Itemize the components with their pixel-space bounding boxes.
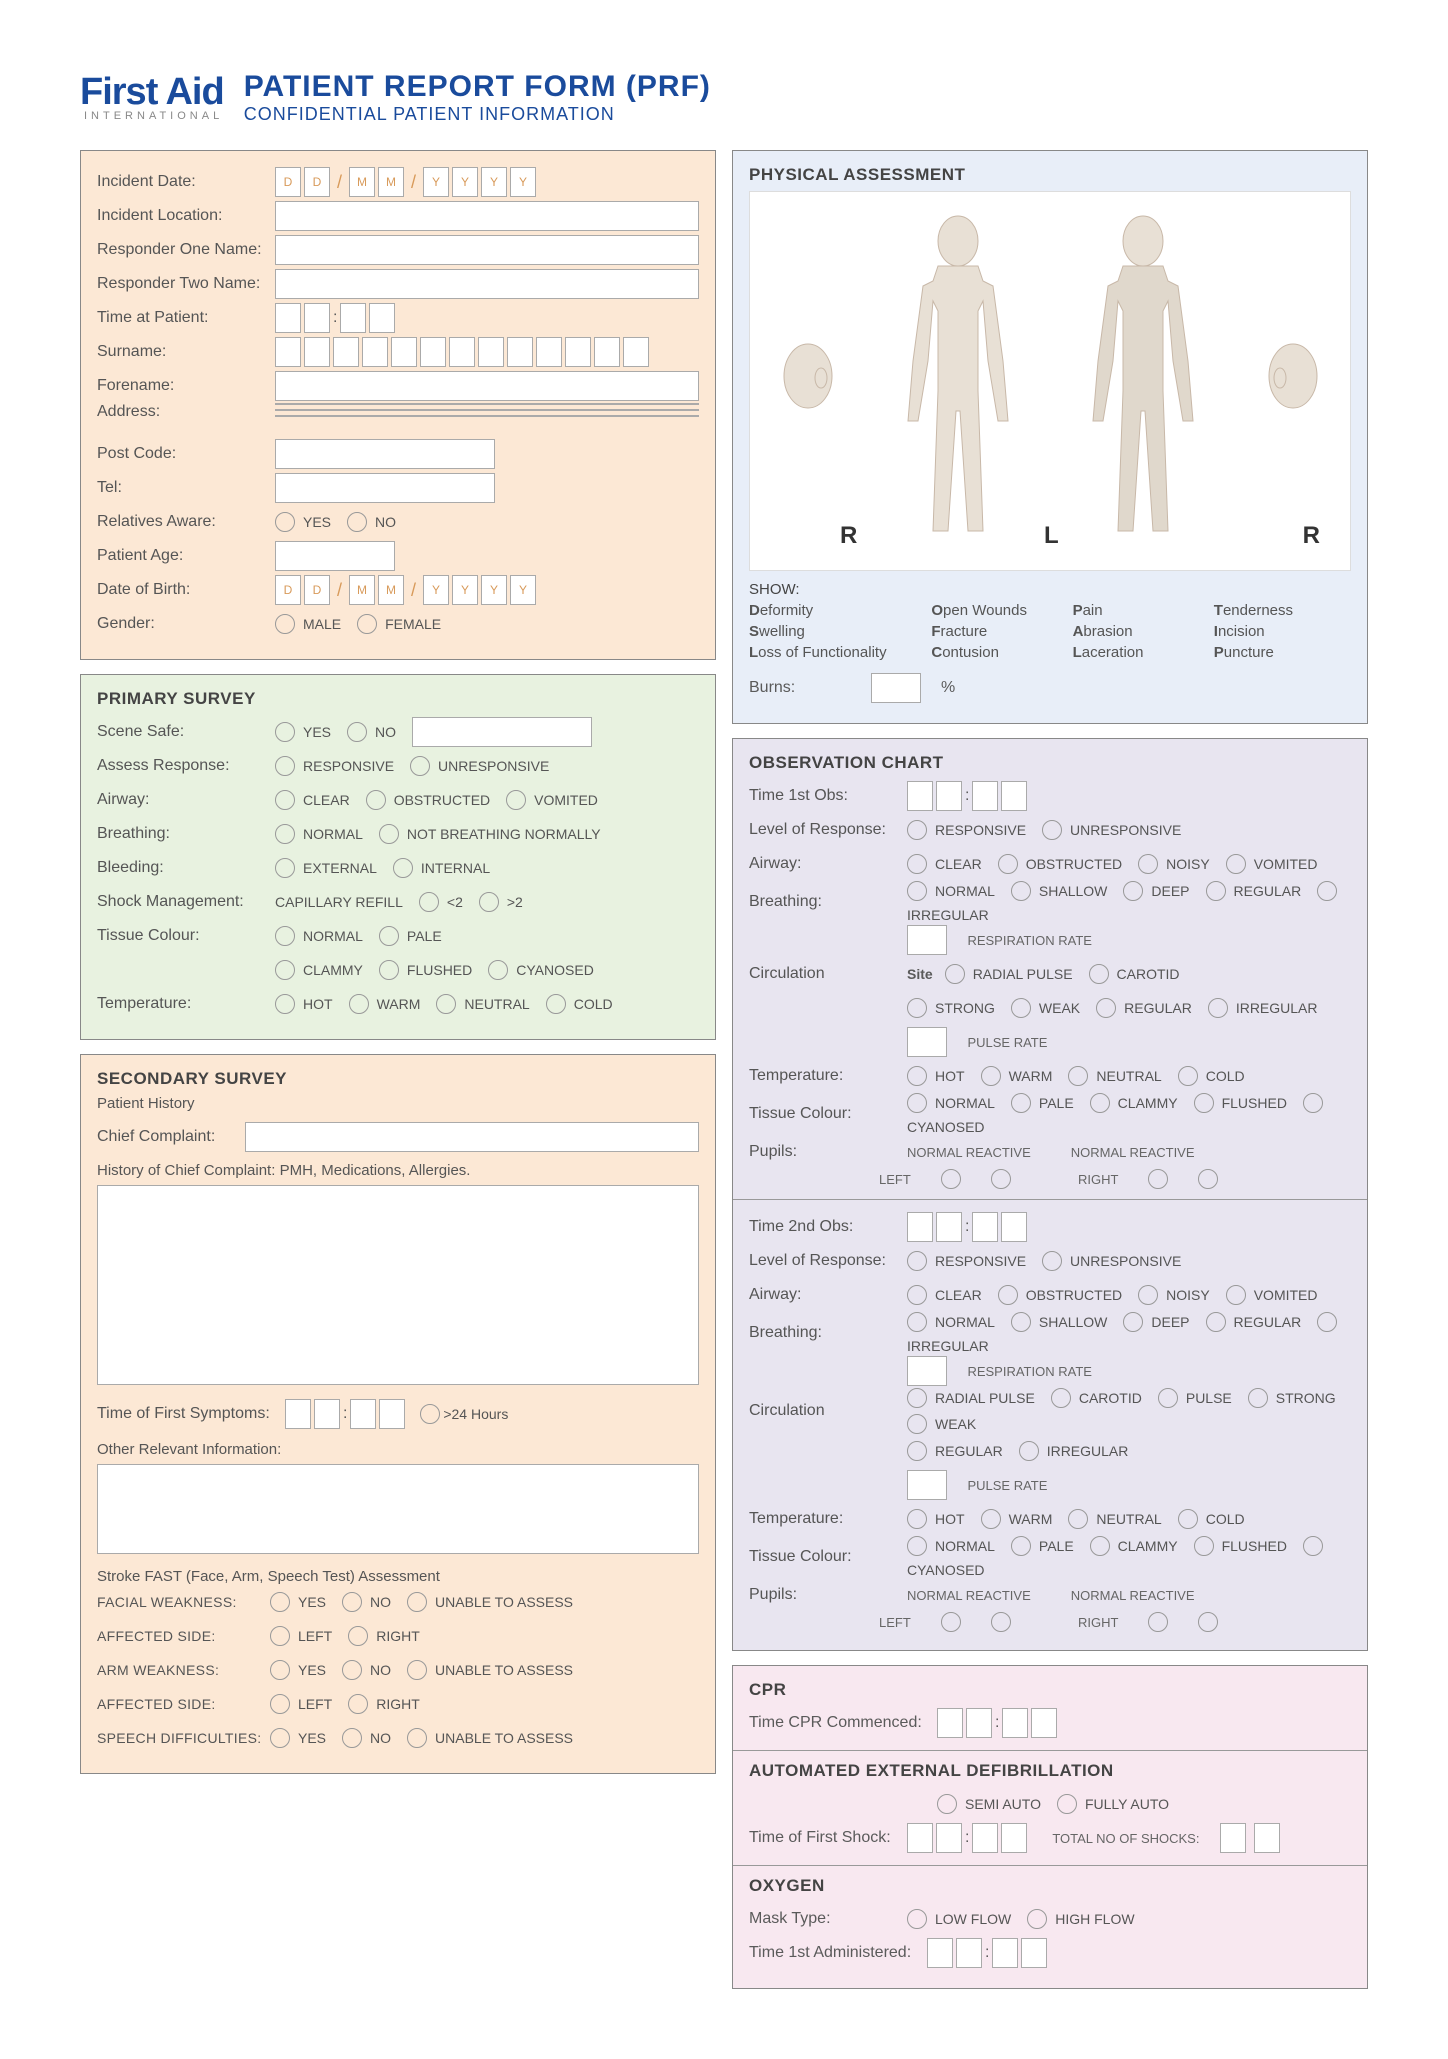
- title-block: PATIENT REPORT FORM (PRF) CONFIDENTIAL P…: [244, 70, 711, 125]
- relatives-no-radio[interactable]: [347, 512, 367, 532]
- time-sep: :: [333, 309, 337, 327]
- patient-info-section: Incident Date: D D / M M / Y Y Y Y Incid…: [80, 150, 716, 660]
- time-cell[interactable]: [304, 303, 330, 333]
- forename-input[interactable]: [275, 371, 699, 401]
- gender-label: Gender:: [97, 615, 267, 633]
- page-subtitle: CONFIDENTIAL PATIENT INFORMATION: [244, 104, 711, 125]
- postcode-input[interactable]: [275, 439, 495, 469]
- other-info-textarea[interactable]: [97, 1464, 699, 1554]
- head-side-icon: [1258, 336, 1328, 426]
- date-sep: /: [411, 172, 416, 193]
- date-cell[interactable]: M: [378, 167, 404, 197]
- history-textarea[interactable]: [97, 1185, 699, 1385]
- left-column: Incident Date: D D / M M / Y Y Y Y Incid…: [80, 150, 716, 1989]
- show-grid: DeformityOpen WoundsPainTenderness Swell…: [749, 602, 1351, 661]
- physical-assessment-section: PHYSICAL ASSESSMENT: [732, 150, 1368, 724]
- address-input-1[interactable]: [275, 403, 699, 405]
- date-cell[interactable]: M: [349, 167, 375, 197]
- responder-one-input[interactable]: [275, 235, 699, 265]
- incident-location-label: Incident Location:: [97, 207, 267, 225]
- gender-male-radio[interactable]: [275, 614, 295, 634]
- time-cell[interactable]: [369, 303, 395, 333]
- observation-chart-section: OBSERVATION CHART Time 1st Obs:: Level o…: [732, 738, 1368, 1651]
- date-cell[interactable]: Y: [452, 167, 478, 197]
- right-column: PHYSICAL ASSESSMENT: [732, 150, 1368, 1989]
- address-label: Address:: [97, 403, 267, 421]
- forename-label: Forename:: [97, 377, 267, 395]
- date-cell[interactable]: D: [275, 167, 301, 197]
- postcode-label: Post Code:: [97, 445, 267, 463]
- logo-sub: INTERNATIONAL: [84, 111, 224, 122]
- date-cell[interactable]: Y: [481, 167, 507, 197]
- responder-one-label: Responder One Name:: [97, 241, 267, 259]
- body-back-icon: [1073, 211, 1213, 551]
- time-cell[interactable]: [340, 303, 366, 333]
- logo-main: First Aid: [80, 73, 224, 111]
- primary-survey-section: PRIMARY SURVEY Scene Safe: YESNO Assess …: [80, 674, 716, 1040]
- incident-date-label: Incident Date:: [97, 173, 267, 191]
- age-input[interactable]: [275, 541, 395, 571]
- surname-label: Surname:: [97, 343, 267, 361]
- chief-complaint-input[interactable]: [245, 1122, 699, 1152]
- date-cell[interactable]: D: [304, 167, 330, 197]
- cpr-section: CPR Time CPR Commenced:: AUTOMATED EXTER…: [732, 1665, 1368, 1989]
- primary-title: PRIMARY SURVEY: [97, 689, 699, 709]
- tel-label: Tel:: [97, 479, 267, 497]
- time-at-patient-label: Time at Patient:: [97, 309, 267, 327]
- page-title: PATIENT REPORT FORM (PRF): [244, 70, 711, 104]
- relatives-yes-radio[interactable]: [275, 512, 295, 532]
- responder-two-input[interactable]: [275, 269, 699, 299]
- relatives-aware-label: Relatives Aware:: [97, 513, 267, 531]
- logo: First Aid INTERNATIONAL: [80, 73, 224, 122]
- surname-cells: [275, 337, 649, 367]
- body-diagram: R L R: [749, 191, 1351, 571]
- responder-two-label: Responder Two Name:: [97, 275, 267, 293]
- secondary-survey-section: SECONDARY SURVEY Patient History Chief C…: [80, 1054, 716, 1774]
- date-sep: /: [337, 172, 342, 193]
- tel-input[interactable]: [275, 473, 495, 503]
- patient-age-label: Patient Age:: [97, 547, 267, 565]
- address-input-3[interactable]: [275, 415, 699, 417]
- body-front-icon: [888, 211, 1028, 551]
- gender-female-radio[interactable]: [357, 614, 377, 634]
- head-side-icon: [773, 336, 843, 426]
- time-cell[interactable]: [275, 303, 301, 333]
- address-input-2[interactable]: [275, 409, 699, 411]
- scene-note-input[interactable]: [412, 717, 592, 747]
- date-cell[interactable]: Y: [510, 167, 536, 197]
- page-header: First Aid INTERNATIONAL PATIENT REPORT F…: [80, 70, 1368, 125]
- dob-label: Date of Birth:: [97, 581, 267, 599]
- incident-date-cells: D D / M M / Y Y Y Y: [275, 167, 536, 197]
- date-cell[interactable]: Y: [423, 167, 449, 197]
- burns-input[interactable]: [871, 673, 921, 703]
- incident-location-input[interactable]: [275, 201, 699, 231]
